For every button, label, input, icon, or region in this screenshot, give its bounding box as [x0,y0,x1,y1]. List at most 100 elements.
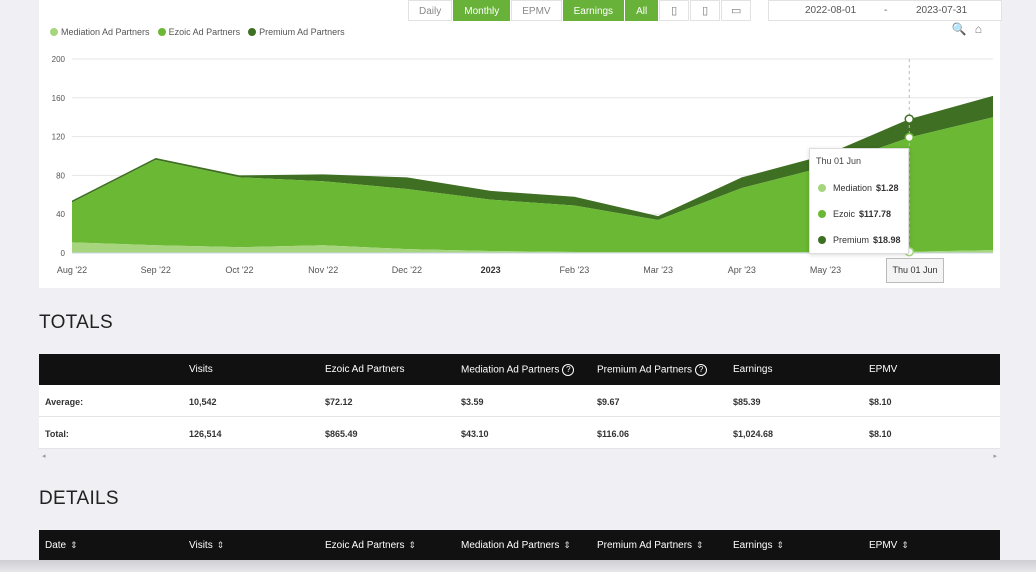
help-icon[interactable]: ? [695,364,708,376]
totals-table: Visits Ezoic Ad Partners Mediation Ad Pa… [39,354,1000,449]
sort-icon[interactable]: ⇕ [696,540,704,550]
scroll-left-icon[interactable]: ◂ [42,453,46,460]
date-end[interactable]: 2023-07-31 [916,5,968,16]
col-date-label: Date [45,540,67,551]
y-tick-label: 160 [52,94,66,103]
x-tick-label: Feb '23 [559,265,589,275]
tooltip-dot [818,184,826,192]
tooltip-value: $1.28 [876,183,899,193]
tooltip-value: $18.98 [873,235,901,245]
tooltip-label: Mediation [833,183,873,193]
totals-table-header: Visits Ezoic Ad Partners Mediation Ad Pa… [39,354,1000,385]
sort-icon[interactable]: ⇕ [901,540,909,550]
details-title: DETAILS [39,488,119,509]
earnings-button[interactable]: Earnings [562,0,625,21]
col-earnings[interactable]: Earnings ⇕ [733,540,784,551]
col-mediation-label: Mediation Ad Partners [461,364,560,376]
legend-label: Ezoic Ad Partners [168,27,241,37]
date-separator: - [884,5,888,16]
tablet-icon[interactable]: ▯ [659,0,690,21]
tooltip-label: Ezoic [833,209,856,219]
table-row-average: Average: 10,542 $72.12 $3.59 $9.67 $85.3… [39,385,1000,417]
help-icon[interactable]: ? [562,364,575,376]
legend-label: Mediation Ad Partners [61,27,150,37]
chart-tooltip: Thu 01 Jun Mediation $1.28 Ezoic $117.78… [809,148,909,254]
horizontal-scrollbar[interactable]: ◂ ▸ [39,452,1000,462]
sort-icon[interactable]: ⇕ [216,540,225,550]
daily-button[interactable]: Daily [408,0,453,21]
table-row-total: Total: 126,514 $865.49 $43.10 $116.06 $1… [39,417,1000,449]
legend-dot [157,28,166,36]
x-tick-label: Nov '22 [308,265,338,275]
zoom-icon[interactable]: 🔍 [951,22,967,36]
cell-premium: $116.06 [597,429,630,439]
tooltip-row-premium: Premium $18.98 [818,235,901,245]
col-visits[interactable]: Visits ⇕ [189,540,224,551]
scroll-right-icon[interactable]: ▸ [993,453,997,460]
x-tick-label: Sep '22 [141,265,171,275]
cell-earnings: $1,024.68 [733,429,774,439]
tooltip-row-ezoic: Ezoic $117.78 [818,209,891,219]
area-premium-ad-partners[interactable] [72,95,993,221]
tooltip-value: $117.78 [859,209,892,219]
col-epmv[interactable]: EPMV ⇕ [869,540,909,551]
col-premium-label: Premium Ad Partners [597,540,693,551]
col-mediation-label: Mediation Ad Partners [461,540,560,551]
chart-toolbar: Daily Monthly EPMV Earnings All ▯ ▯ ▭ [408,0,752,21]
cell-ezoic: $72.12 [325,397,353,407]
x-tick-label: 2023 [481,265,501,275]
legend-item-premium[interactable]: Premium Ad Partners [248,27,345,37]
row-label: Total: [45,429,69,439]
y-tick-label: 40 [56,210,65,219]
legend-label: Premium Ad Partners [259,27,345,37]
y-tick-label: 120 [52,133,66,142]
tooltip-row-mediation: Mediation $1.28 [818,183,899,193]
totals-title: TOTALS [39,312,113,333]
x-tick-label: May '23 [810,265,841,275]
legend-item-mediation[interactable]: Mediation Ad Partners [50,27,150,37]
tooltip-dot [818,210,826,218]
cell-mediation: $43.10 [461,429,489,439]
col-date[interactable]: Date ⇕ [45,540,78,551]
area-ezoic-ad-partners[interactable] [72,117,993,253]
col-mediation[interactable]: Mediation Ad Partners ⇕ [461,540,571,551]
col-ezoic: Ezoic Ad Partners [325,364,405,375]
cell-mediation: $3.59 [461,397,484,407]
date-range-picker[interactable]: 2022-08-01 - 2023-07-31 [768,0,1002,21]
monthly-button[interactable]: Monthly [453,0,511,21]
chart-tools: 🔍 ⌂ [944,22,982,36]
mobile-icon[interactable]: ▯ [690,0,721,21]
area-mediation-ad-partners[interactable] [72,242,993,253]
epmv-button[interactable]: EPMV [511,0,562,21]
sort-icon[interactable]: ⇕ [776,540,785,550]
col-premium: Premium Ad Partners? [597,364,708,376]
col-premium[interactable]: Premium Ad Partners ⇕ [597,540,704,551]
col-mediation: Mediation Ad Partners? [461,364,575,376]
col-epmv-label: EPMV [869,540,898,551]
tooltip-title: Thu 01 Jun [816,156,862,166]
all-devices-button[interactable]: All [625,0,659,21]
y-tick-label: 200 [52,55,66,64]
hover-marker [904,114,915,124]
details-table: Date ⇕ Visits ⇕ Ezoic Ad Partners ⇕ Mediati… [39,530,1000,561]
cell-epmv: $8.10 [869,429,892,439]
y-tick-label: 80 [56,171,65,180]
desktop-icon[interactable]: ▭ [721,0,752,21]
details-table-header: Date ⇕ Visits ⇕ Ezoic Ad Partners ⇕ Mediati… [39,530,1000,561]
x-tick-label: Apr '23 [728,265,756,275]
sort-icon[interactable]: ⇕ [70,540,78,550]
col-earnings: Earnings [733,364,773,375]
col-ezoic-label: Ezoic Ad Partners [325,540,405,551]
tooltip-label: Premium [833,235,870,245]
home-icon[interactable]: ⌂ [974,22,982,36]
legend-item-ezoic[interactable]: Ezoic Ad Partners [157,27,241,37]
col-ezoic[interactable]: Ezoic Ad Partners ⇕ [325,540,416,551]
crosshair-date-label: Thu 01 Jun [886,258,944,283]
legend-dot [50,28,58,36]
bottom-shade [0,560,1036,572]
date-start[interactable]: 2022-08-01 [805,5,857,16]
sort-icon[interactable]: ⇕ [563,540,571,550]
tooltip-dot [818,236,826,244]
sort-icon[interactable]: ⇕ [408,540,417,550]
x-tick-label: Aug '22 [57,265,87,275]
